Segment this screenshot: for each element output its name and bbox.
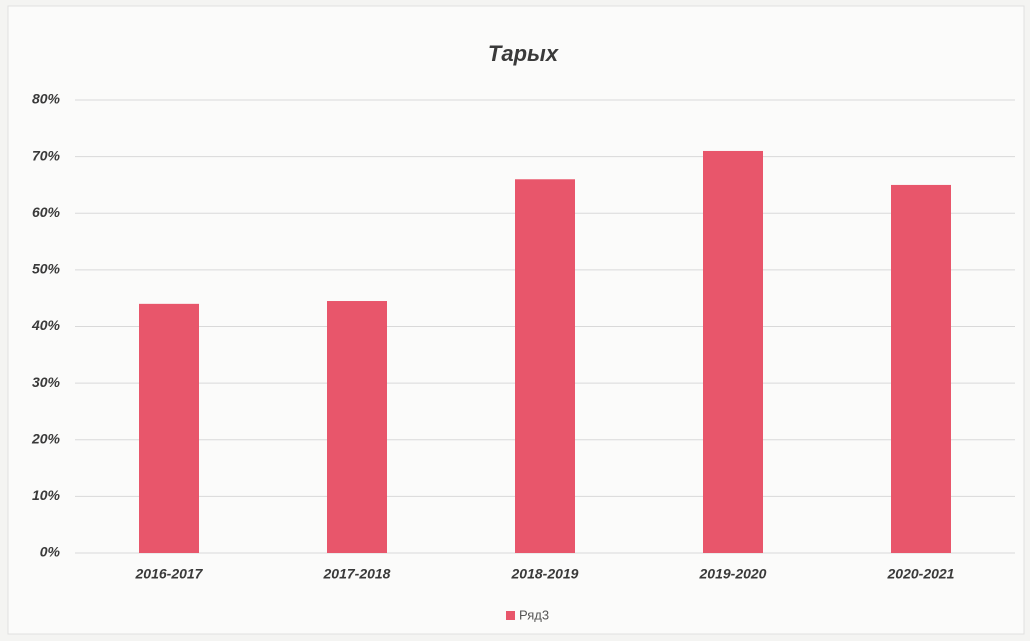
y-tick-label: 0%: [40, 544, 61, 560]
bar: [327, 301, 387, 553]
y-tick-label: 40%: [31, 317, 61, 333]
x-tick-label: 2016-2017: [135, 566, 204, 582]
bar: [703, 150, 763, 553]
chart-title: Тарых: [488, 41, 559, 66]
x-tick-label: 2017-2018: [323, 566, 391, 582]
y-tick-label: 10%: [32, 487, 61, 503]
y-tick-label: 20%: [31, 430, 61, 446]
y-tick-label: 30%: [32, 374, 61, 390]
bar: [891, 184, 951, 553]
y-tick-label: 50%: [32, 261, 61, 277]
y-tick-label: 60%: [32, 204, 61, 220]
bar: [139, 303, 199, 553]
x-tick-label: 2019-2020: [699, 566, 767, 582]
legend-label: Ряд3: [519, 607, 549, 622]
x-tick-label: 2018-2019: [511, 566, 579, 582]
legend-swatch: [506, 611, 515, 620]
bar: [515, 179, 575, 553]
y-tick-label: 70%: [32, 147, 61, 163]
y-tick-label: 80%: [32, 91, 61, 107]
x-tick-label: 2020-2021: [887, 566, 955, 582]
